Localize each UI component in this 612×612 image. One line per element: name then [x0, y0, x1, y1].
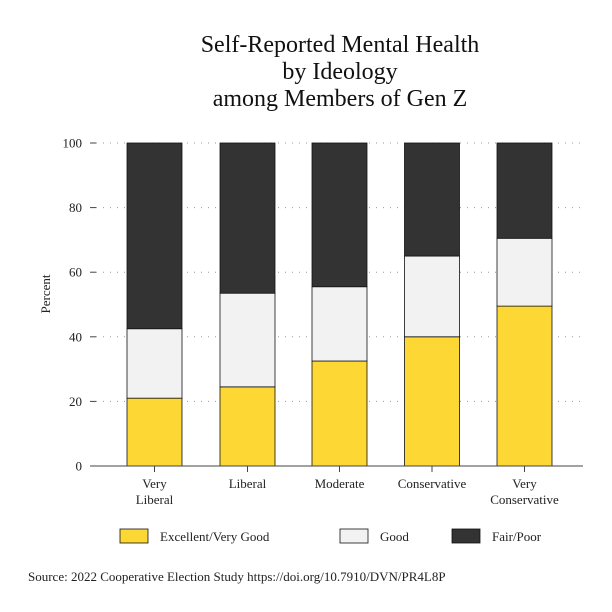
bar-segment	[126, 142, 183, 330]
bar-segment	[126, 328, 183, 399]
bar-segment	[404, 142, 460, 257]
y-tick-label: 0	[76, 459, 83, 474]
bar-segment	[496, 305, 553, 467]
bar-segment	[404, 336, 460, 467]
bar-segment	[496, 237, 553, 307]
x-tick-label: Very	[142, 476, 167, 491]
source-note: Source: 2022 Cooperative Election Study …	[28, 569, 446, 584]
y-tick-label: 40	[69, 329, 82, 344]
bar-segment	[219, 142, 276, 294]
x-tick-label: Very	[512, 476, 537, 491]
chart-title-line: Self-Reported Mental Health	[201, 32, 480, 58]
y-axis-title: Percent	[38, 274, 53, 313]
legend-label: Good	[380, 529, 409, 544]
legend-swatch	[339, 528, 369, 544]
y-tick-label: 20	[69, 394, 82, 409]
bar-segment	[311, 286, 368, 362]
chart-title-line: by Ideology	[282, 59, 397, 85]
legend: Excellent/Very Good Good Fair/Poor	[119, 528, 542, 544]
y-tick-label: 100	[63, 136, 83, 151]
x-tick-label: Liberal	[136, 492, 174, 507]
bar-segment	[311, 360, 368, 467]
legend-label: Excellent/Very Good	[160, 529, 270, 544]
y-tick-label: 80	[69, 200, 82, 215]
x-tick-label: Conservative	[398, 476, 467, 491]
x-tick-label: Conservative	[490, 492, 559, 507]
y-axis-ticks: 0 20 40 60 80 100	[63, 136, 96, 474]
y-tick-label: 60	[69, 265, 82, 280]
bar-stacks	[126, 142, 553, 467]
bar-segment	[404, 255, 460, 338]
legend-swatch	[451, 528, 481, 544]
chart-title-line: among Members of Gen Z	[213, 86, 468, 112]
bar-segment	[496, 142, 553, 239]
legend-swatch	[119, 528, 149, 544]
bar-segment	[126, 397, 183, 467]
x-tick-label: Moderate	[315, 476, 365, 491]
x-tick-label: Liberal	[229, 476, 267, 491]
bar-segment	[219, 386, 276, 467]
bar-segment	[311, 142, 368, 288]
legend-label: Fair/Poor	[492, 529, 542, 544]
bar-segment	[219, 292, 276, 388]
